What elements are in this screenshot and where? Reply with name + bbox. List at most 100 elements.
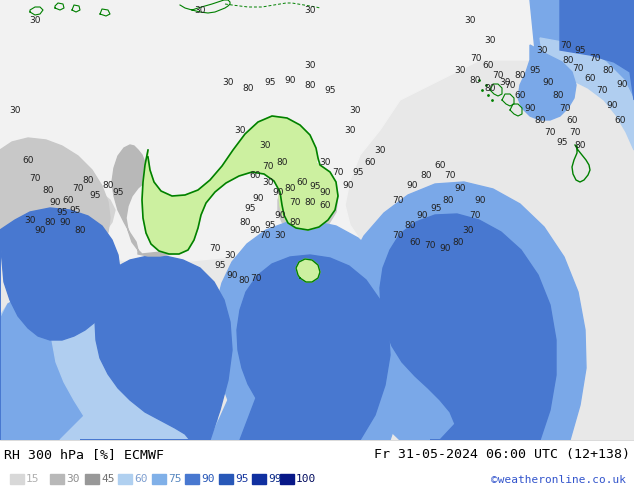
Text: 80: 80	[242, 83, 254, 93]
Text: 90: 90	[275, 211, 286, 220]
Text: 30: 30	[66, 474, 79, 484]
Polygon shape	[340, 182, 586, 440]
Text: Fr 31-05-2024 06:00 UTC (12+138): Fr 31-05-2024 06:00 UTC (12+138)	[374, 448, 630, 461]
Text: 80: 80	[276, 157, 288, 167]
Text: 80: 80	[239, 218, 251, 226]
Text: 60: 60	[320, 200, 331, 210]
Text: 90: 90	[34, 225, 46, 235]
Polygon shape	[0, 294, 165, 440]
Text: 60: 60	[614, 116, 626, 124]
Polygon shape	[52, 268, 220, 440]
Bar	[252, 474, 266, 484]
Text: 60: 60	[22, 155, 34, 165]
Text: 80: 80	[404, 220, 416, 229]
Polygon shape	[540, 38, 634, 150]
Text: 95: 95	[264, 77, 276, 87]
Text: 80: 80	[284, 183, 295, 193]
Text: 30: 30	[304, 5, 316, 15]
Text: 90: 90	[342, 180, 354, 190]
Text: 90: 90	[606, 100, 618, 109]
Text: 30: 30	[462, 225, 474, 235]
Text: 90: 90	[417, 211, 428, 220]
Text: 60: 60	[434, 161, 446, 170]
Text: 80: 80	[304, 197, 316, 206]
Text: 15: 15	[26, 474, 39, 484]
Text: 95: 95	[89, 191, 101, 199]
Text: 60: 60	[410, 238, 421, 246]
Text: 30: 30	[194, 5, 206, 15]
Text: 90: 90	[284, 75, 295, 84]
Text: 90: 90	[454, 183, 466, 193]
Text: 70: 70	[573, 64, 584, 73]
Polygon shape	[142, 116, 338, 254]
Text: 80: 80	[562, 55, 574, 65]
Text: 95: 95	[56, 207, 68, 217]
Text: 70: 70	[289, 197, 301, 206]
Text: 75: 75	[168, 474, 181, 484]
Text: 70: 70	[492, 71, 504, 79]
Text: 80: 80	[602, 66, 614, 74]
Text: 60: 60	[482, 60, 494, 70]
Text: 30: 30	[499, 77, 511, 87]
Text: 60: 60	[566, 116, 578, 124]
Polygon shape	[518, 45, 576, 120]
Text: 80: 80	[574, 141, 586, 149]
Text: 90: 90	[226, 270, 238, 279]
Text: 70: 70	[589, 53, 601, 63]
Text: 100: 100	[296, 474, 316, 484]
Polygon shape	[530, 0, 634, 120]
Text: 30: 30	[344, 125, 356, 134]
Text: 80: 80	[443, 196, 454, 204]
Text: 90: 90	[542, 77, 553, 87]
Polygon shape	[278, 160, 338, 233]
Text: 95: 95	[574, 46, 586, 54]
Text: 90: 90	[272, 188, 284, 196]
Polygon shape	[0, 0, 634, 265]
Text: 60: 60	[296, 177, 307, 187]
Text: RH 300 hPa [%] ECMWF: RH 300 hPa [%] ECMWF	[4, 448, 164, 461]
Text: 70: 70	[250, 273, 262, 283]
Text: 70: 70	[259, 230, 271, 240]
Text: 30: 30	[320, 157, 331, 167]
Text: 70: 70	[559, 103, 571, 113]
Text: 95: 95	[529, 66, 541, 74]
Text: 70: 70	[424, 241, 436, 249]
Polygon shape	[237, 255, 390, 440]
Text: 95: 95	[235, 474, 249, 484]
Text: 30: 30	[259, 141, 271, 149]
Polygon shape	[112, 145, 180, 256]
Polygon shape	[210, 221, 408, 440]
Text: 70: 70	[560, 41, 572, 49]
Text: 80: 80	[102, 180, 113, 190]
Text: 80: 80	[289, 218, 301, 226]
Text: 80: 80	[452, 238, 463, 246]
Text: 70: 70	[469, 211, 481, 220]
Text: 30: 30	[29, 16, 41, 24]
Text: 90: 90	[439, 244, 451, 252]
Text: 70: 70	[596, 85, 608, 95]
Polygon shape	[80, 256, 232, 440]
Text: 30: 30	[275, 230, 286, 240]
Text: 95: 95	[324, 85, 336, 95]
Text: 60: 60	[134, 474, 148, 484]
Text: 70: 70	[332, 168, 344, 176]
Text: 30: 30	[262, 177, 274, 187]
Text: 80: 80	[44, 218, 56, 226]
Text: 60: 60	[62, 196, 74, 204]
Text: 30: 30	[464, 16, 476, 24]
Polygon shape	[0, 138, 110, 260]
Text: 70: 70	[470, 53, 482, 63]
Text: 95: 95	[244, 203, 256, 213]
Bar	[219, 474, 233, 484]
Text: 95: 95	[69, 205, 81, 215]
Bar	[50, 474, 64, 484]
Text: 95: 95	[214, 261, 226, 270]
Text: 95: 95	[264, 220, 276, 229]
Text: 70: 70	[504, 80, 515, 90]
Text: 80: 80	[469, 75, 481, 84]
Text: 90: 90	[252, 194, 264, 202]
Text: 70: 70	[29, 173, 41, 182]
Text: 70: 70	[569, 127, 581, 137]
Text: 60: 60	[365, 157, 376, 167]
Text: 30: 30	[234, 125, 246, 134]
